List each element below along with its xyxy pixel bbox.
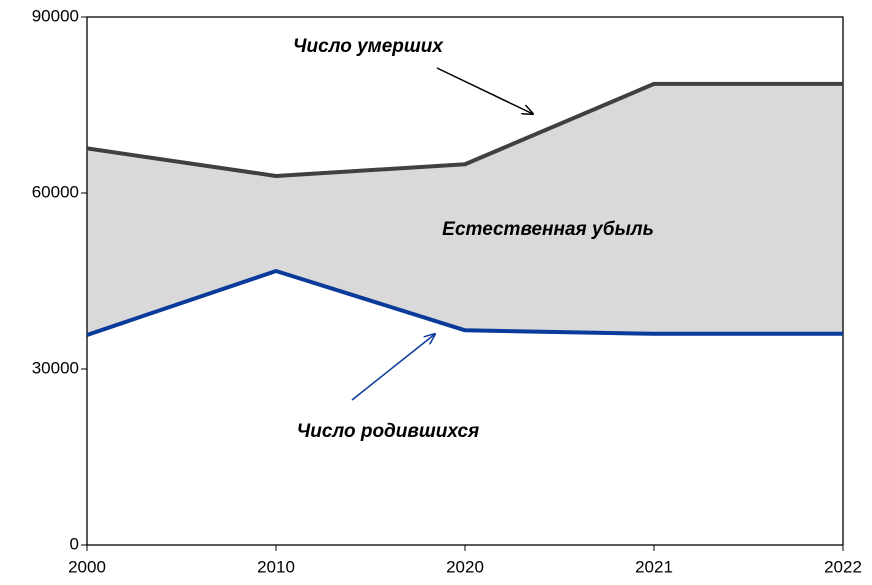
series-label: Число умерших xyxy=(293,36,444,57)
y-tick-label: 30000 xyxy=(32,358,79,377)
y-tick-label: 90000 xyxy=(32,6,79,25)
series-line xyxy=(86,81,843,178)
x-tick-label: 2010 xyxy=(257,557,295,576)
x-tick-label: 2000 xyxy=(68,557,106,576)
plot-area: 0 30000 60000 90000 2000 2010 2020 2021 2022 xyxy=(32,6,862,576)
arrow xyxy=(351,334,435,401)
series-label: Число родившихся xyxy=(297,421,479,442)
area-label: Естественная убыль xyxy=(442,219,654,240)
x-tick-label: 2020 xyxy=(446,557,484,576)
y-tick-label: 60000 xyxy=(32,182,79,201)
y-tick-label: 0 xyxy=(70,534,79,553)
series-line xyxy=(86,269,843,337)
x-tick-label: 2021 xyxy=(635,557,673,576)
x-tick-label: 2022 xyxy=(824,557,862,576)
arrow xyxy=(436,67,533,114)
area-fill xyxy=(87,83,843,335)
